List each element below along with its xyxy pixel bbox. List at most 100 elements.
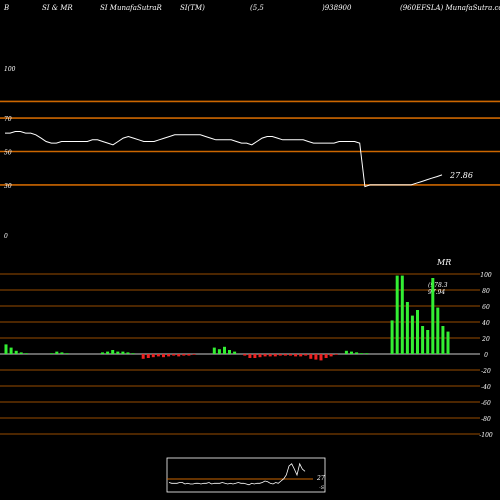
chart-header: B SI & MR SI MunafaSutraR SI(TM) (5,5 )9…	[0, 0, 500, 16]
rsi-chart: 100 70 50 30 0 27.86	[0, 66, 500, 240]
mrsi-bar	[319, 354, 323, 361]
mrsi-bar	[217, 349, 221, 354]
mrsi-bar	[304, 354, 308, 356]
mrsi-bar	[151, 354, 155, 358]
mrsi-bar	[314, 354, 318, 360]
mrsi-bar	[146, 354, 150, 358]
rsi-last-value-label: 27.86	[449, 171, 473, 180]
overview-label: 27	[316, 475, 325, 482]
mrsi-bar	[283, 354, 287, 356]
mrsi-bar	[263, 354, 267, 357]
mrsi-bar	[223, 346, 226, 354]
mrsi-bar	[421, 326, 425, 354]
mrsi-bar	[329, 354, 333, 357]
mrsi-bar	[258, 354, 262, 358]
mrsi-bar	[405, 302, 409, 354]
mrsi-value-label-2: 97.94	[428, 289, 445, 296]
mrsi-bar	[14, 350, 18, 354]
mrsi-bar	[268, 354, 272, 357]
mrsi-chart: 100 80 60 40 20 0 -20 -40 -60 -80 -100 MR (978.397.9…	[0, 258, 493, 493]
mrsi-bar	[192, 354, 196, 355]
mrsi-bar	[131, 353, 135, 354]
header-text-4: (5,5	[250, 4, 264, 12]
mrsi-bar	[24, 353, 28, 354]
mrsi-value-label-1: (978.3	[428, 282, 448, 289]
mrsi-bar	[106, 351, 110, 354]
mrsi-bar	[126, 352, 130, 354]
mrsi-y-tick-label: 40	[481, 320, 490, 327]
mrsi-bar	[233, 351, 237, 354]
mrsi-y-tick-label: 20	[481, 336, 490, 343]
mrsi-y-tick-label: -20	[481, 368, 491, 375]
mrsi-bar	[278, 354, 282, 356]
header-text-5: )938900	[322, 4, 352, 12]
overview-series-line	[168, 462, 306, 486]
mrsi-bar	[167, 354, 171, 357]
mrsi-bar	[9, 347, 13, 354]
mrsi-bar	[156, 354, 160, 357]
mrsi-bar	[177, 354, 181, 357]
mrsi-bar	[441, 326, 445, 354]
mrsi-bar	[19, 352, 23, 354]
mrsi-y-tick-label: -80	[481, 416, 491, 423]
mrsi-bar	[4, 344, 8, 354]
mrsi-bar	[141, 354, 145, 359]
header-text-1: SI & MR	[42, 4, 73, 12]
mrsi-y-tick-label: -100	[479, 432, 493, 439]
mrsi-bar	[273, 354, 277, 357]
mrsi-bar	[60, 352, 64, 354]
mrsi-bar	[65, 353, 69, 354]
mrsi-bar	[309, 354, 313, 359]
mrsi-title-label: MR	[436, 258, 451, 267]
mrsi-bar	[294, 354, 298, 357]
mrsi-bar	[50, 353, 54, 354]
rsi-y-tick-label: 0	[4, 233, 8, 240]
mrsi-y-tick-label: 100	[480, 272, 492, 279]
mrsi-bar	[395, 275, 399, 354]
mrsi-bar	[55, 351, 59, 354]
mrsi-y-tick-label: 80	[482, 288, 490, 295]
header-text-3: SI(TM)	[180, 4, 205, 12]
mrsi-y-tick-label: 0	[484, 352, 488, 359]
header-text-2: SI MunafaSutraR	[100, 4, 162, 12]
overview-frame	[166, 457, 326, 493]
mrsi-bar	[390, 320, 394, 354]
mrsi-bar	[365, 353, 369, 354]
mrsi-bar	[350, 351, 353, 354]
mrsi-bar	[248, 354, 252, 358]
mrsi-bar	[289, 354, 292, 356]
mrsi-bar	[431, 278, 435, 354]
overview-label-2: -S	[319, 485, 325, 491]
mrsi-bar	[426, 330, 430, 354]
mrsi-bar	[446, 331, 450, 354]
header-text-6: (960EFSLA) MunafaSutra.com	[400, 4, 500, 12]
mrsi-bar	[182, 354, 186, 356]
mrsi-bar	[344, 350, 348, 354]
mrsi-bar	[253, 354, 257, 358]
rsi-y-tick-label: 30	[4, 183, 12, 190]
mrsi-bar	[416, 310, 419, 354]
rsi-series-line	[5, 131, 443, 188]
mrsi-bar	[187, 354, 191, 356]
mrsi-bar	[243, 354, 247, 356]
header-text-0: B	[4, 4, 10, 12]
rsi-y-tick-label: 100	[4, 66, 16, 73]
mrsi-bar	[334, 354, 338, 355]
mrsi-bar	[172, 354, 176, 356]
mrsi-y-tick-label: -40	[481, 384, 491, 391]
mrsi-bar	[324, 354, 328, 358]
mrsi-bar	[436, 307, 440, 354]
mrsi-bar	[116, 351, 120, 354]
mrsi-bar	[111, 350, 115, 354]
mrsi-y-tick-label: 60	[482, 304, 490, 311]
mrsi-y-tick-label: -60	[481, 400, 491, 407]
mrsi-bar	[400, 275, 404, 354]
mrsi-bar	[162, 354, 165, 358]
mrsi-bar	[410, 315, 414, 354]
rsi-y-tick-label: 50	[4, 150, 12, 157]
mrsi-bar	[360, 353, 364, 354]
mrsi-bar	[355, 352, 359, 354]
mrsi-bar	[121, 351, 125, 354]
mrsi-bar	[212, 347, 216, 354]
mrsi-bar	[299, 354, 303, 357]
